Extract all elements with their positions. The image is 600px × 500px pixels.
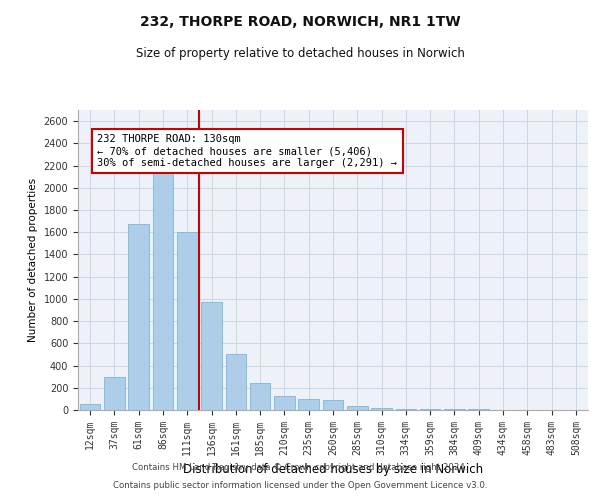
Text: 232 THORPE ROAD: 130sqm
← 70% of detached houses are smaller (5,406)
30% of semi: 232 THORPE ROAD: 130sqm ← 70% of detache…	[97, 134, 397, 168]
Y-axis label: Number of detached properties: Number of detached properties	[28, 178, 38, 342]
Bar	[347, 406, 368, 410]
Bar	[80, 404, 100, 410]
Bar	[371, 408, 392, 410]
Bar	[274, 396, 295, 410]
Text: 232, THORPE ROAD, NORWICH, NR1 1TW: 232, THORPE ROAD, NORWICH, NR1 1TW	[140, 15, 460, 29]
Bar	[201, 302, 222, 410]
Bar	[250, 383, 271, 410]
Bar	[152, 171, 173, 410]
Bar	[128, 224, 149, 410]
Text: Contains HM Land Registry data © Crown copyright and database right 2024.: Contains HM Land Registry data © Crown c…	[132, 464, 468, 472]
Bar	[104, 376, 125, 410]
Bar	[177, 232, 197, 410]
X-axis label: Distribution of detached houses by size in Norwich: Distribution of detached houses by size …	[183, 464, 483, 476]
Bar	[395, 409, 416, 410]
Bar	[226, 354, 246, 410]
Text: Size of property relative to detached houses in Norwich: Size of property relative to detached ho…	[136, 48, 464, 60]
Bar	[323, 400, 343, 410]
Bar	[298, 399, 319, 410]
Text: Contains public sector information licensed under the Open Government Licence v3: Contains public sector information licen…	[113, 481, 487, 490]
